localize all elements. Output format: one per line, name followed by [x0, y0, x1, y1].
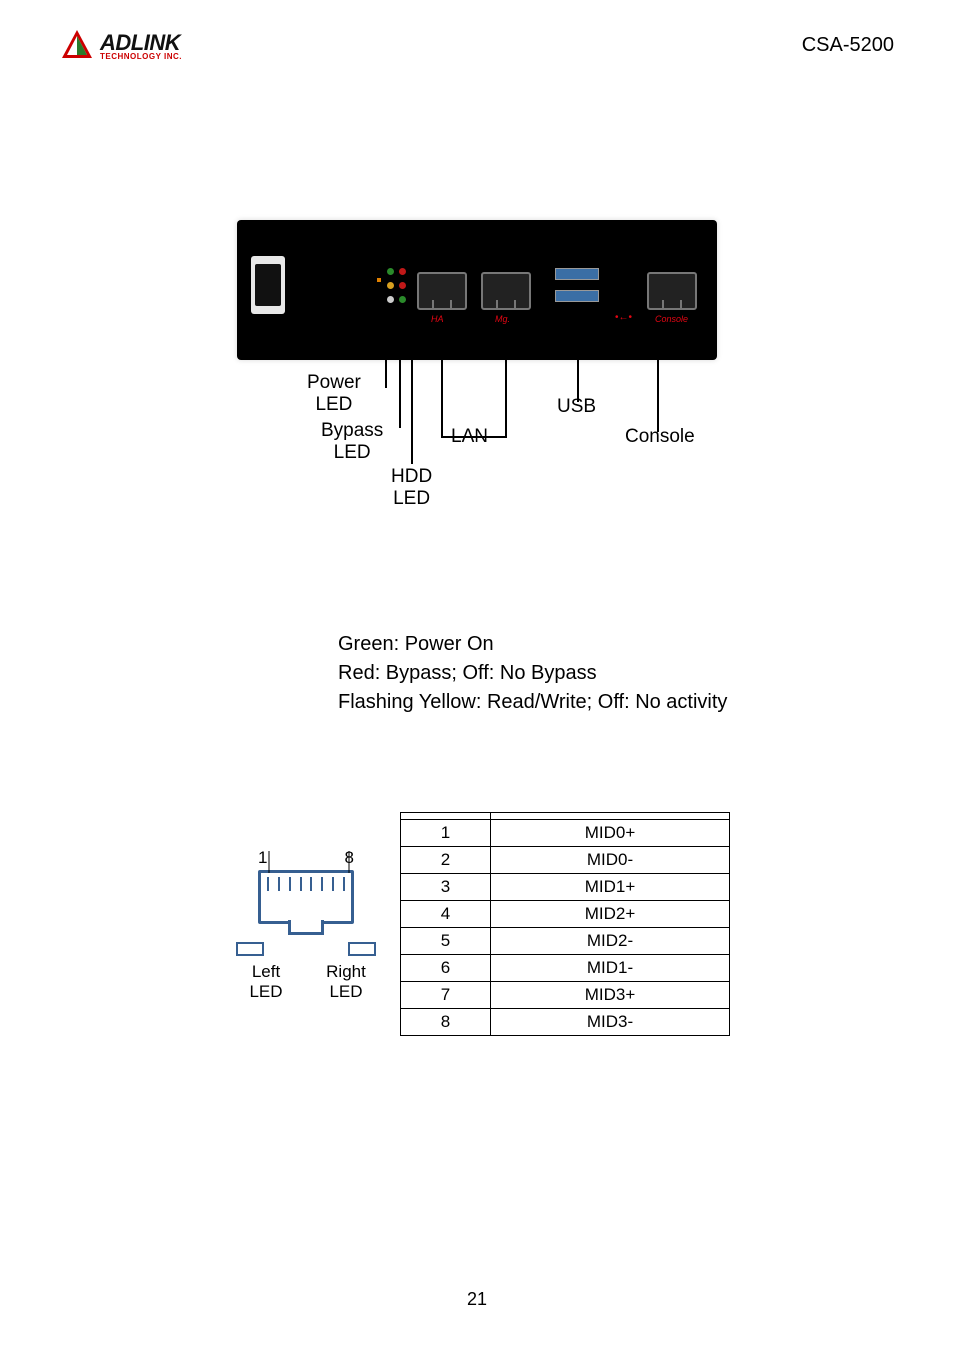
- pin-cell: 4: [401, 901, 491, 928]
- callout-line-console: [657, 326, 659, 432]
- rj-right-led: [348, 942, 376, 956]
- callout-line-usb: [577, 326, 579, 402]
- led-4: [399, 282, 406, 289]
- table-row: 1MID0+: [401, 820, 730, 847]
- pin-cell: 8: [401, 1009, 491, 1036]
- signal-cell: MID0-: [491, 847, 730, 874]
- callout-power-led: PowerLED: [307, 372, 361, 416]
- callout-usb: USB: [557, 396, 596, 418]
- signal-cell: MID1-: [491, 955, 730, 982]
- callout-line-power: [385, 310, 387, 388]
- callout-line-lan-1: [441, 326, 443, 436]
- front-panel-diagram: •←• HA Mg. Console PowerLED BypassLED HD…: [237, 220, 717, 360]
- device-body: •←• HA Mg. Console: [237, 220, 717, 360]
- callout-bypass-led: BypassLED: [321, 420, 383, 464]
- signal-cell: MID2-: [491, 928, 730, 955]
- callout-line-lan-2: [505, 326, 507, 436]
- rj45-diagram: 1 8 LeftLED RightLED: [236, 848, 376, 1001]
- power-led-indicator: [387, 268, 394, 275]
- bypass-led-2: [387, 282, 394, 289]
- th-pin: [401, 813, 491, 820]
- signal-cell: MID3+: [491, 982, 730, 1009]
- hdd-led-indicator: [387, 296, 394, 303]
- signal-cell: MID1+: [491, 874, 730, 901]
- led-6: [399, 296, 406, 303]
- model-number: CSA-5200: [802, 34, 894, 57]
- rj-pin-lines: [261, 851, 357, 873]
- usb-icon: •←•: [615, 312, 632, 323]
- usb-port-1: [555, 268, 599, 280]
- th-signal: [491, 813, 730, 820]
- led-descriptions: Green: Power On Red: Bypass; Off: No Byp…: [338, 630, 727, 717]
- page-number: 21: [467, 1289, 487, 1310]
- callout-lan: LAN: [451, 426, 488, 448]
- console-port-label: Console: [655, 314, 688, 324]
- bypass-led-indicator: [399, 268, 406, 275]
- table-row: 8MID3-: [401, 1009, 730, 1036]
- mg-port: [481, 272, 531, 310]
- ha-label: HA: [431, 314, 444, 324]
- power-switch: [255, 264, 281, 306]
- logo-icon: [60, 28, 94, 62]
- callout-line-hdd: [411, 310, 413, 464]
- signal-cell: MID2+: [491, 901, 730, 928]
- rj45-pins: [267, 877, 345, 895]
- table-row: 5MID2-: [401, 928, 730, 955]
- rj-left-label: LeftLED: [236, 962, 296, 1001]
- table-row: 7MID3+: [401, 982, 730, 1009]
- power-led-desc: Green: Power On: [338, 630, 727, 659]
- bypass-led-desc: Red: Bypass; Off: No Bypass: [338, 659, 727, 688]
- logo: ADLINK TECHNOLOGY INC.: [60, 28, 182, 62]
- callout-line-bypass: [399, 310, 401, 428]
- signal-cell: MID3-: [491, 1009, 730, 1036]
- signal-cell: MID0+: [491, 820, 730, 847]
- pin-cell: 2: [401, 847, 491, 874]
- table-row: 4MID2+: [401, 901, 730, 928]
- rj45-body: [258, 870, 354, 924]
- ha-port: [417, 272, 467, 310]
- usb-port-2: [555, 290, 599, 302]
- rj-left-led: [236, 942, 264, 956]
- pin-cell: 5: [401, 928, 491, 955]
- logo-subtitle: TECHNOLOGY INC.: [100, 52, 182, 61]
- pin-signal-table: 1MID0+2MID0-3MID1+4MID2+5MID2-6MID1-7MID…: [400, 812, 730, 1036]
- table-row: 2MID0-: [401, 847, 730, 874]
- hdd-led-desc: Flashing Yellow: Read/Write; Off: No act…: [338, 688, 727, 717]
- console-port: [647, 272, 697, 310]
- pin-cell: 1: [401, 820, 491, 847]
- mg-label: Mg.: [495, 314, 510, 324]
- pin-cell: 7: [401, 982, 491, 1009]
- led-divider: [377, 278, 381, 282]
- table-row: 3MID1+: [401, 874, 730, 901]
- pin-cell: 3: [401, 874, 491, 901]
- pin-cell: 6: [401, 955, 491, 982]
- page-header: ADLINK TECHNOLOGY INC. CSA-5200: [60, 28, 894, 62]
- table-row: 6MID1-: [401, 955, 730, 982]
- rj-right-label: RightLED: [316, 962, 376, 1001]
- callout-console: Console: [625, 426, 695, 448]
- callout-hdd-led: HDDLED: [391, 466, 432, 510]
